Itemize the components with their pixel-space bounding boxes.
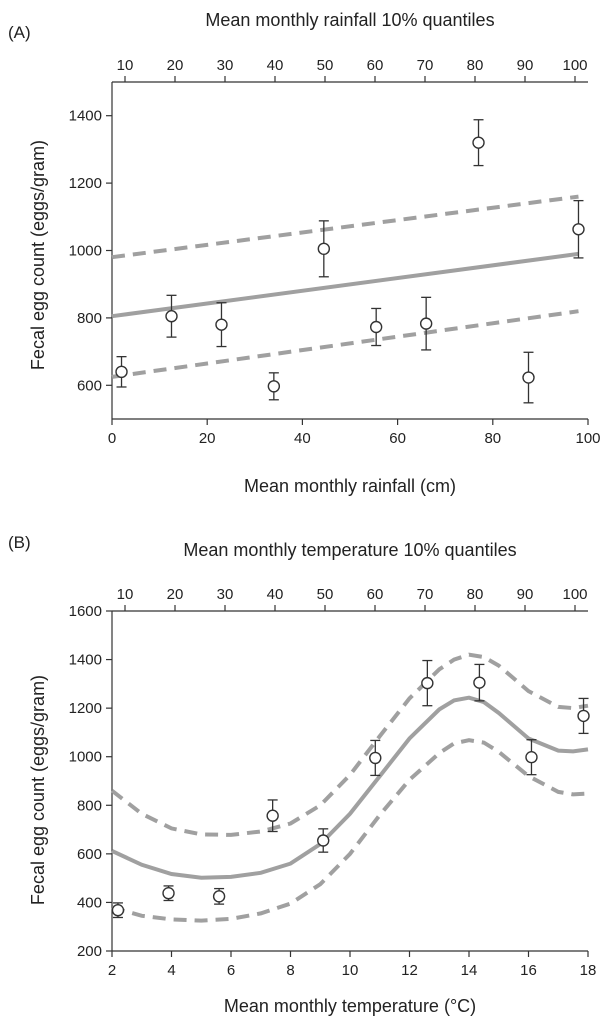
data-point (577, 709, 590, 723)
x-tick-label: 60 (389, 430, 406, 447)
data-point (473, 676, 486, 689)
fitted-curve (111, 695, 589, 880)
fitted-curve (111, 251, 579, 319)
top-tick-label: 20 (167, 57, 184, 74)
y-tick-label: 1400 (69, 652, 102, 669)
y-tick-label: 1000 (69, 749, 102, 766)
upper-bound-curve (110, 652, 589, 837)
y-tick-label: 400 (77, 894, 102, 911)
data-point (421, 676, 434, 690)
top-tick-label: 10 (117, 57, 134, 74)
data-point (522, 371, 535, 384)
panel-a: (A) Mean monthly rainfall 10% quantiles … (8, 10, 601, 496)
data-point (317, 834, 330, 847)
lower-bound-curve (111, 309, 579, 379)
y-tick-label: 1400 (69, 108, 102, 125)
top-tick-label: 100 (562, 57, 587, 74)
y-axis-title: Fecal egg count (eggs/gram) (28, 140, 48, 370)
x-tick-label: 6 (227, 962, 235, 979)
data-point (472, 136, 485, 149)
data-point (111, 904, 125, 917)
top-tick-label: 40 (267, 586, 284, 603)
panel-label: (B) (8, 533, 31, 552)
x-tick-label: 100 (575, 430, 600, 447)
x-tick-label: 0 (108, 430, 116, 447)
top-tick-label: 50 (317, 586, 334, 603)
x-tick-label: 4 (167, 962, 175, 979)
x-tick-label: 14 (461, 962, 478, 979)
data-point (165, 310, 178, 323)
data-point (369, 751, 382, 765)
data-point (267, 380, 281, 393)
data-point (212, 890, 226, 903)
panel-label: (A) (8, 23, 31, 42)
y-tick-label: 1200 (69, 175, 102, 192)
top-tick-label: 80 (467, 586, 484, 603)
data-point (266, 809, 279, 822)
top-tick-label: 40 (267, 57, 284, 74)
top-axis-title: Mean monthly rainfall 10% quantiles (205, 10, 494, 30)
top-axis-title: Mean monthly temperature 10% quantiles (183, 540, 516, 560)
top-tick-label: 30 (217, 57, 234, 74)
x-tick-label: 12 (401, 962, 418, 979)
data-point (317, 242, 331, 256)
data-point (369, 320, 383, 334)
x-tick-label: 80 (484, 430, 501, 447)
x-tick-label: 2 (108, 962, 116, 979)
data-point (115, 365, 128, 379)
x-tick-label: 40 (294, 430, 311, 447)
x-tick-label: 10 (342, 962, 359, 979)
top-tick-label: 70 (417, 57, 434, 74)
top-tick-label: 60 (367, 57, 384, 74)
top-tick-label: 10 (117, 586, 134, 603)
top-tick-label: 20 (167, 586, 184, 603)
data-point (525, 751, 538, 764)
top-tick-label: 50 (317, 57, 334, 74)
data-point (419, 317, 433, 330)
data-point (572, 223, 585, 236)
x-tick-label: 20 (199, 430, 216, 447)
x-axis-title: Mean monthly temperature (°C) (224, 996, 476, 1016)
y-tick-label: 800 (77, 797, 102, 814)
y-tick-label: 600 (77, 846, 102, 863)
y-tick-label: 1600 (69, 603, 102, 620)
x-tick-label: 18 (580, 962, 597, 979)
x-tick-label: 16 (520, 962, 537, 979)
lower-bound-curve (111, 738, 589, 923)
upper-bound-curve (111, 194, 579, 260)
y-tick-label: 1000 (69, 243, 102, 260)
y-axis-title: Fecal egg count (eggs/gram) (28, 675, 48, 905)
y-tick-label: 800 (77, 310, 102, 327)
top-tick-label: 80 (467, 57, 484, 74)
top-tick-label: 30 (217, 586, 234, 603)
top-tick-label: 100 (562, 586, 587, 603)
panel-b: (B) Mean monthly temperature 10% quantil… (8, 533, 596, 1016)
top-tick-label: 90 (517, 57, 534, 74)
top-tick-label: 90 (517, 586, 534, 603)
data-point (215, 318, 228, 331)
y-tick-label: 200 (77, 943, 102, 960)
top-tick-label: 60 (367, 586, 384, 603)
y-tick-label: 600 (77, 377, 102, 394)
top-tick-label: 70 (417, 586, 434, 603)
data-point (162, 887, 175, 900)
x-tick-label: 8 (286, 962, 294, 979)
y-tick-label: 1200 (69, 700, 102, 717)
x-axis-title: Mean monthly rainfall (cm) (244, 476, 456, 496)
